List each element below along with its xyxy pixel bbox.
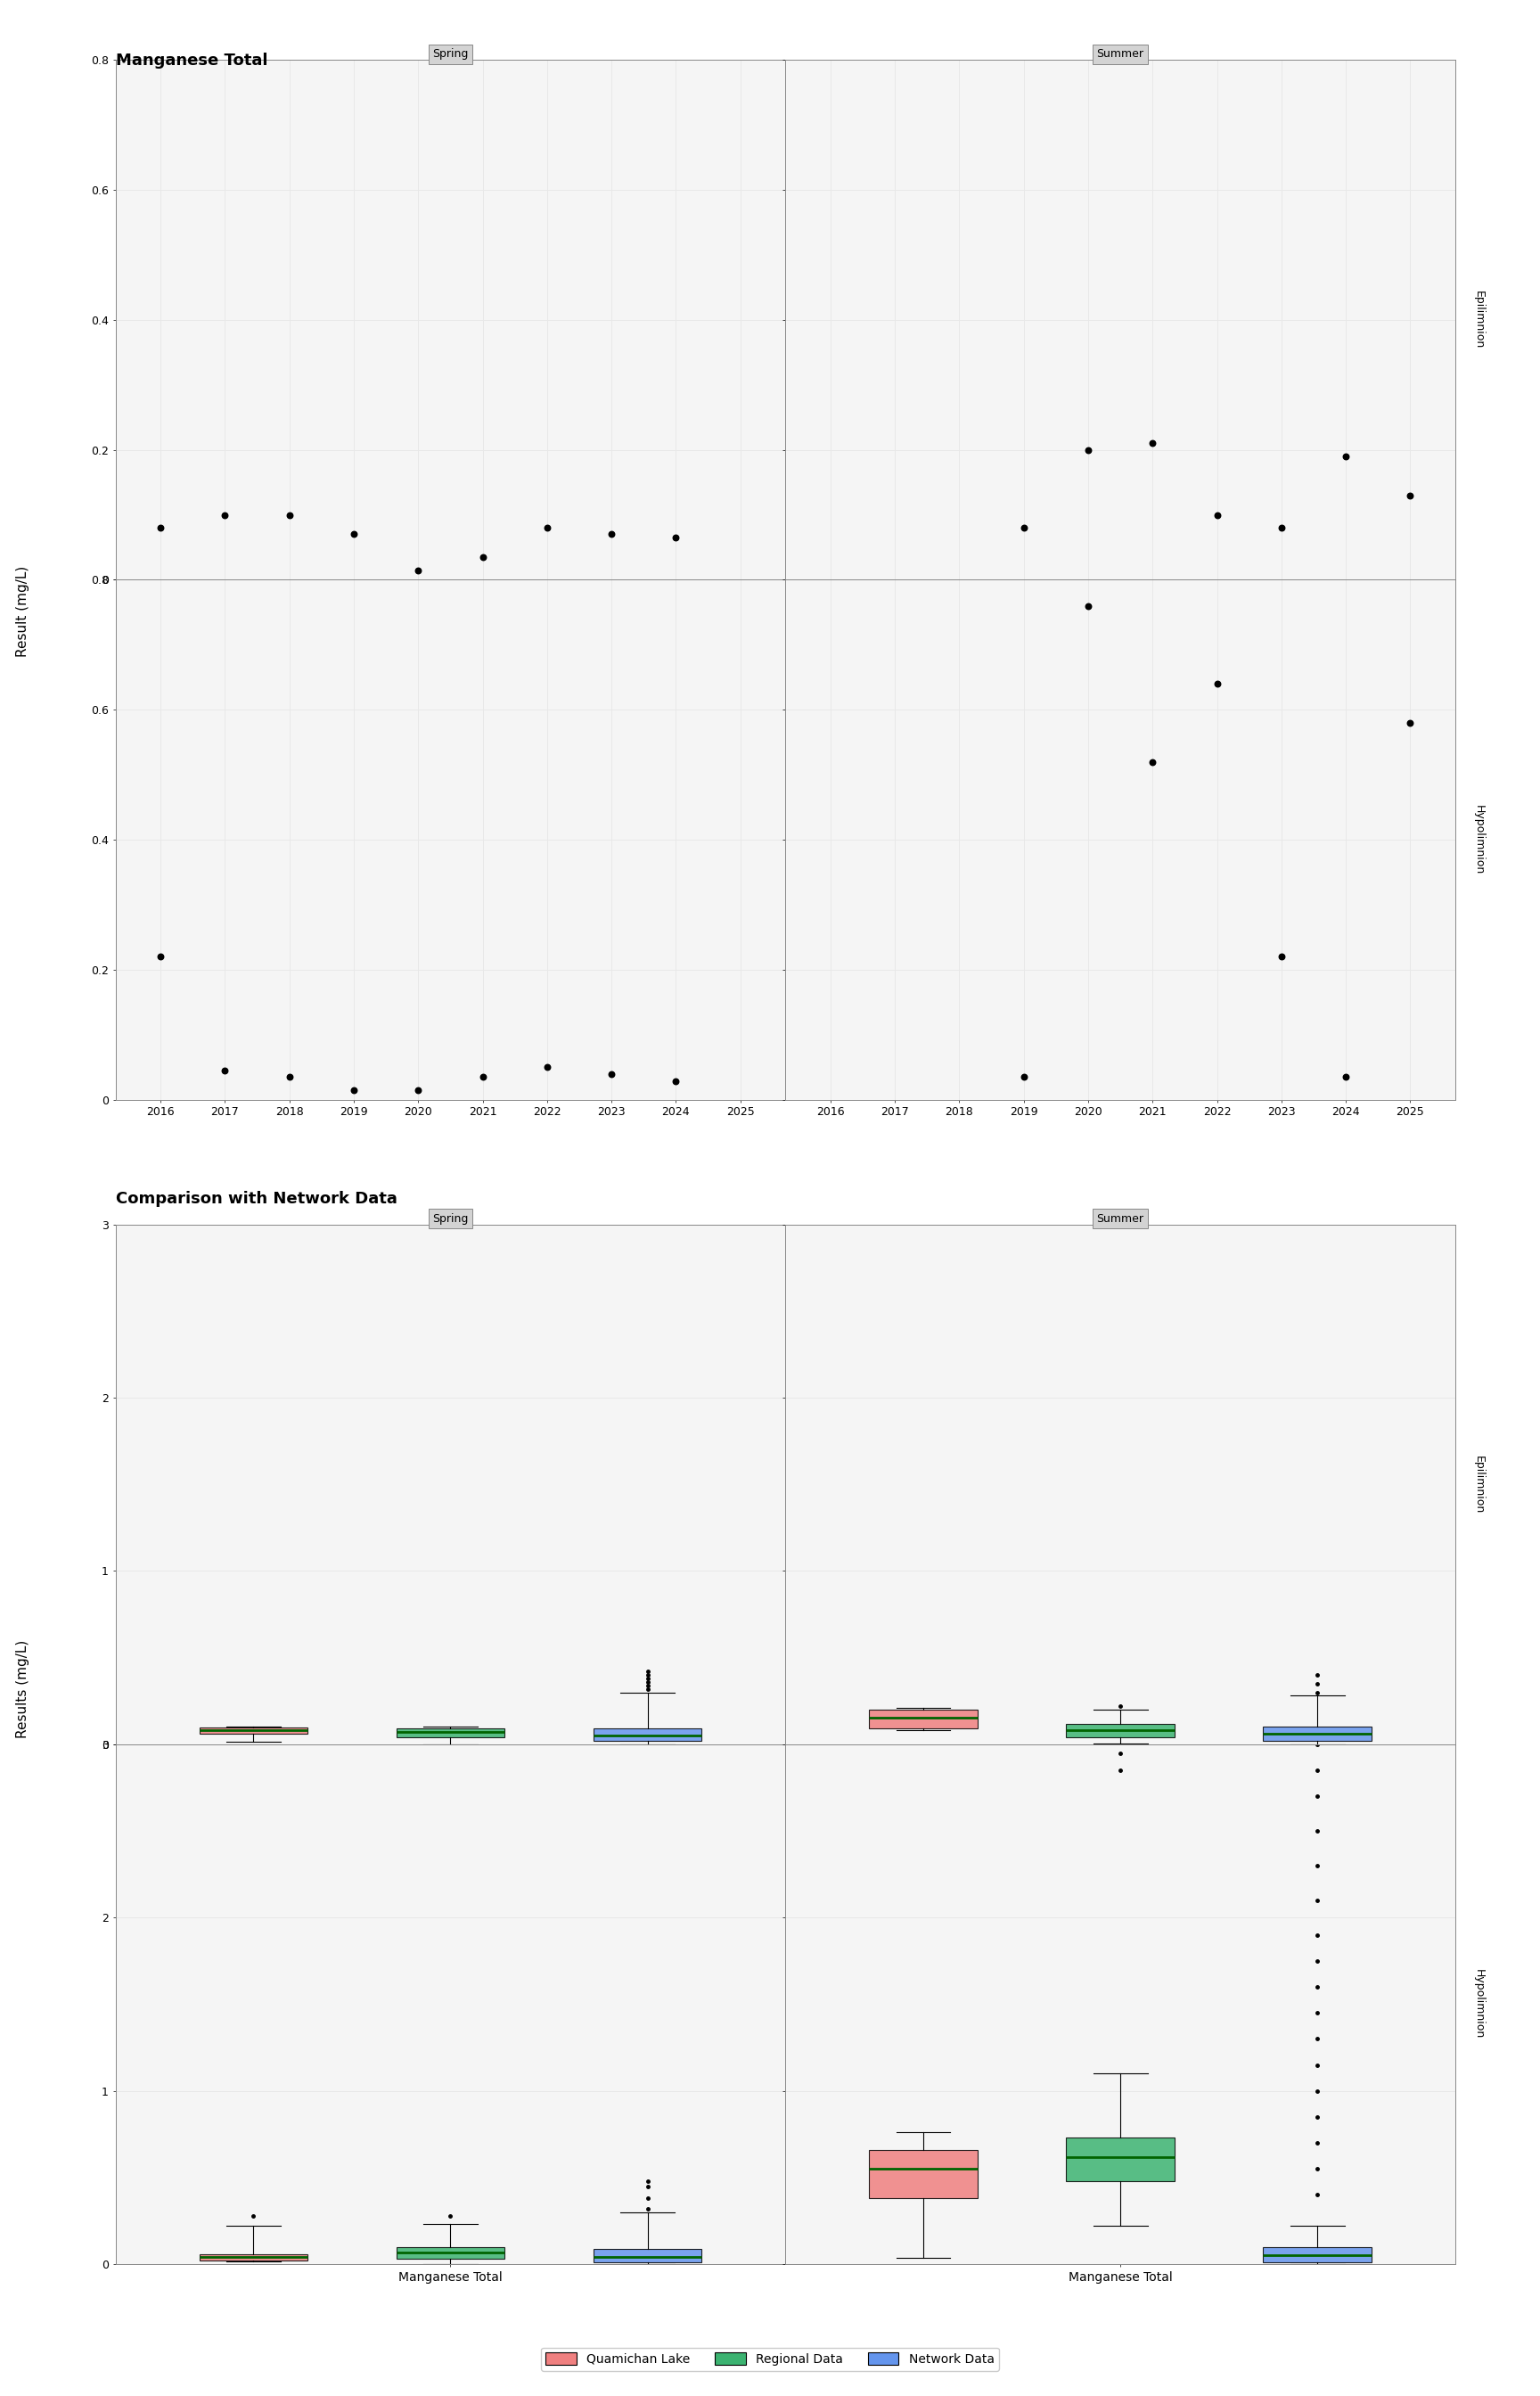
Text: Result (mg/L): Result (mg/L) <box>17 565 29 657</box>
PathPatch shape <box>1263 2247 1372 2262</box>
Point <box>1334 436 1358 474</box>
Y-axis label: Hypolimnion: Hypolimnion <box>1472 805 1485 875</box>
Point <box>342 1071 367 1109</box>
Title: Spring: Spring <box>433 1212 468 1224</box>
Point <box>599 1054 624 1093</box>
Point <box>213 1052 237 1090</box>
Point <box>1076 431 1101 470</box>
Point <box>1204 664 1229 702</box>
Point <box>534 1047 559 1085</box>
PathPatch shape <box>1066 1723 1175 1737</box>
Point <box>148 508 172 546</box>
Point <box>1012 1057 1036 1095</box>
PathPatch shape <box>869 1711 978 1730</box>
Y-axis label: Hypolimnion: Hypolimnion <box>1472 1970 1485 2039</box>
Point <box>148 937 172 975</box>
PathPatch shape <box>396 1730 505 1737</box>
Point <box>213 496 237 534</box>
Point <box>277 1057 302 1095</box>
Point <box>1012 508 1036 546</box>
Point <box>470 537 494 575</box>
Point <box>1140 743 1164 781</box>
Point <box>1398 477 1423 515</box>
Point <box>407 551 431 589</box>
Point <box>664 518 688 556</box>
Legend: Quamichan Lake, Regional Data, Network Data: Quamichan Lake, Regional Data, Network D… <box>541 2348 999 2370</box>
Point <box>1076 587 1101 625</box>
Title: Spring: Spring <box>433 48 468 60</box>
Text: Results (mg/L): Results (mg/L) <box>17 1639 29 1739</box>
PathPatch shape <box>1066 2137 1175 2180</box>
Point <box>534 508 559 546</box>
Point <box>1140 424 1164 462</box>
Y-axis label: Epilimnion: Epilimnion <box>1472 290 1485 350</box>
Point <box>599 515 624 553</box>
PathPatch shape <box>593 2247 702 2262</box>
Title: Summer: Summer <box>1096 1212 1144 1224</box>
Point <box>407 1071 431 1109</box>
Text: Comparison with Network Data: Comparison with Network Data <box>116 1191 397 1208</box>
Point <box>1269 508 1294 546</box>
PathPatch shape <box>199 2255 308 2262</box>
Point <box>470 1057 494 1095</box>
Point <box>1398 704 1423 743</box>
Point <box>1334 1057 1358 1095</box>
Point <box>664 1061 688 1100</box>
Point <box>1269 937 1294 975</box>
Text: Manganese Total: Manganese Total <box>116 53 268 69</box>
PathPatch shape <box>199 1728 308 1735</box>
Y-axis label: Epilimnion: Epilimnion <box>1472 1454 1485 1514</box>
Title: Summer: Summer <box>1096 48 1144 60</box>
Point <box>342 515 367 553</box>
Point <box>1204 496 1229 534</box>
PathPatch shape <box>593 1730 702 1742</box>
PathPatch shape <box>869 2149 978 2200</box>
PathPatch shape <box>1263 1728 1372 1742</box>
Point <box>277 496 302 534</box>
PathPatch shape <box>396 2247 505 2259</box>
